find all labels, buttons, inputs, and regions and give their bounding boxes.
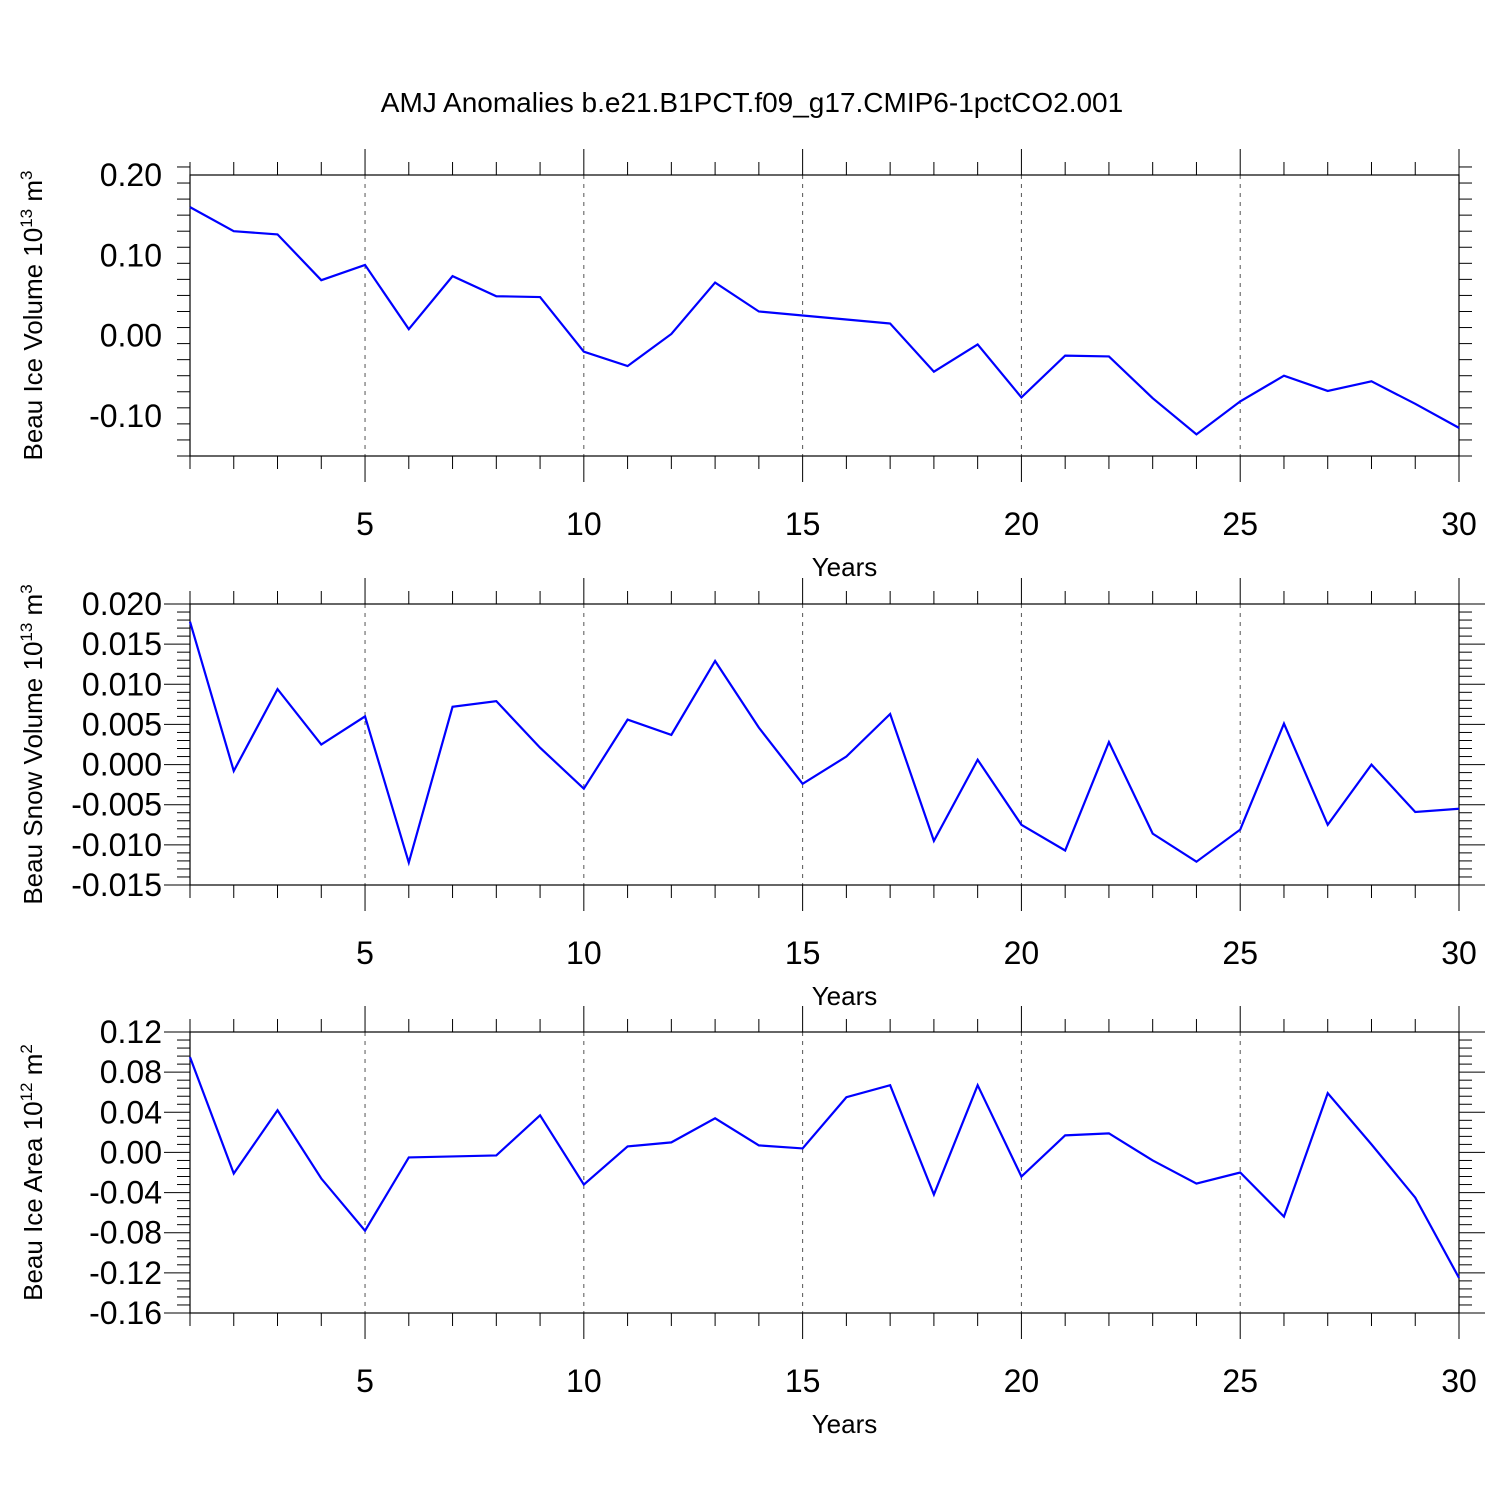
y-tick-label: 0.10 [100, 237, 162, 273]
panel-2: 0.020 0.015 0.010 0.005 0.000 -0.005 -0.010 -0.… [17, 578, 1485, 1011]
y-tick-label: -0.10 [89, 398, 162, 434]
x-tick-label: 20 [1004, 1363, 1040, 1399]
y-tick-label: -0.04 [89, 1175, 162, 1211]
x-tick-label: 20 [1004, 506, 1040, 542]
y-tick-label: -0.16 [89, 1295, 162, 1331]
x-tick-label: 5 [356, 506, 374, 542]
x-tick-label: 10 [566, 506, 602, 542]
plot-frame [189, 174, 1460, 457]
x-tick-label: 10 [566, 935, 602, 971]
y-axis-label: Beau Ice Area 1012 m2 [17, 1044, 48, 1301]
y-tick-label: 0.010 [82, 666, 162, 702]
y-tick-label: -0.005 [71, 787, 162, 823]
y-tick-label: 0.005 [82, 706, 162, 742]
y-tick-label: 0.00 [100, 318, 162, 354]
y-axis-label: Beau Snow Volume 1013 m3 [17, 584, 48, 904]
x-tick-label: 15 [785, 1363, 821, 1399]
y-tick-label: -0.08 [89, 1215, 162, 1251]
y-tick-label: 0.12 [100, 1014, 162, 1050]
x-tick-label: 25 [1222, 935, 1258, 971]
x-axis-label: Years [812, 552, 878, 582]
x-tick-label: 10 [566, 1363, 602, 1399]
x-tick-label: 15 [785, 935, 821, 971]
y-tick-label: 0.04 [100, 1094, 162, 1130]
figure-title: AMJ Anomalies b.e21.B1PCT.f09_g17.CMIP6-… [381, 87, 1123, 118]
x-tick-label: 5 [356, 1363, 374, 1399]
y-tick-label: 0.08 [100, 1054, 162, 1090]
plot-frame [189, 603, 1460, 886]
series-line [188, 1056, 1460, 1279]
y-axis-label: Beau Ice Volume 1013 m3 [17, 171, 48, 461]
plot-frame [189, 1031, 1460, 1314]
x-tick-label: 30 [1441, 1363, 1477, 1399]
x-tick-label: 15 [785, 506, 821, 542]
x-tick-label: 30 [1441, 935, 1477, 971]
y-tick-label: -0.12 [89, 1255, 162, 1291]
x-tick-label: 25 [1222, 506, 1258, 542]
x-axis-label: Years [812, 1409, 878, 1439]
x-axis-label: Years [812, 981, 878, 1011]
x-tick-label: 25 [1222, 1363, 1258, 1399]
y-tick-label: 0.020 [82, 586, 162, 622]
y-tick-label: 0.00 [100, 1134, 162, 1170]
series-line [189, 206, 1460, 436]
y-tick-label: 0.015 [82, 626, 162, 662]
y-tick-label: -0.015 [71, 867, 162, 903]
y-tick-label: 0.000 [82, 747, 162, 783]
y-tick-label: -0.010 [71, 827, 162, 863]
x-tick-label: 20 [1004, 935, 1040, 971]
y-tick-label: 0.20 [100, 157, 162, 193]
panel-3: 0.12 0.08 0.04 0.00 -0.04 -0.08 -0.12 -0.16 5 10 1… [17, 1006, 1485, 1439]
series-line [188, 621, 1460, 867]
x-tick-label: 5 [356, 935, 374, 971]
x-tick-label: 30 [1441, 506, 1477, 542]
panel-1: 0.20 0.10 0.00 -0.10 5 10 15 20 25 30 Years Beau Ic… [17, 149, 1477, 582]
